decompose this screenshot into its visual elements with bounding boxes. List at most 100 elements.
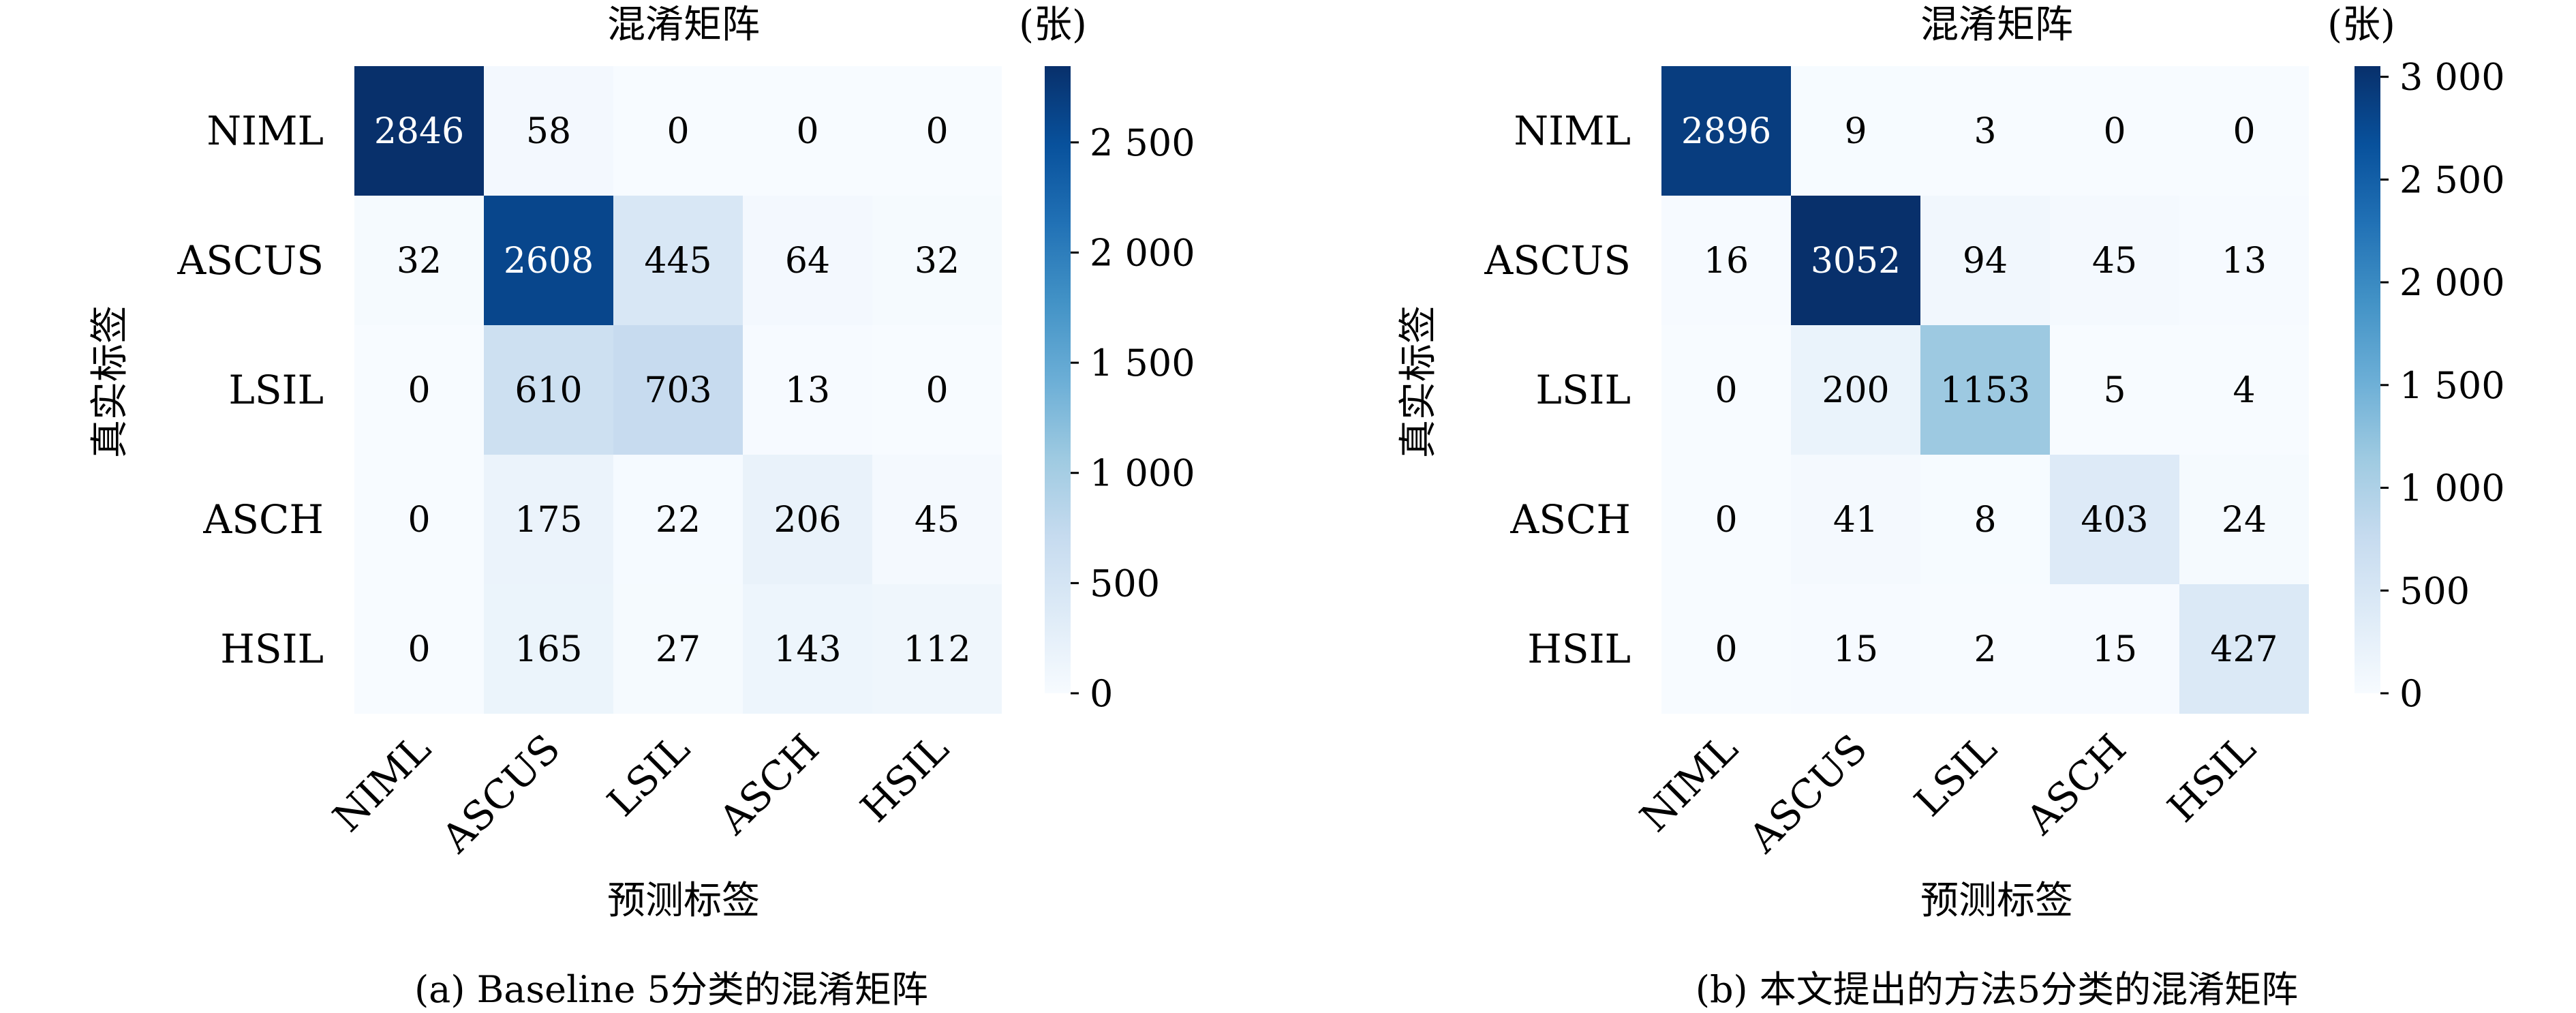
y-tick-labels: NIML ASCUS LSIL ASCH HSIL	[1484, 108, 1631, 672]
heatmap-cell	[743, 66, 872, 196]
heatmap-cell	[2050, 66, 2179, 196]
y-tick-label: LSIL	[228, 367, 324, 413]
colorbar-tick-label: 2 000	[2399, 261, 2505, 304]
heatmap-cell	[872, 455, 1002, 584]
heatmap-cell	[613, 325, 743, 455]
y-tick-label: ASCH	[1509, 496, 1631, 543]
colorbar-tick-label: 2 500	[1090, 121, 1195, 164]
heatmap-cells: 2896 9 3 0 0 16 3052 94 45 13 0 200 1153 5 4 0 41 8 403 24 0…	[1661, 66, 2309, 714]
cell-value-label: 16	[1704, 241, 1749, 282]
colorbar-tick-label: 500	[1090, 562, 1160, 605]
cell-value-label: 3052	[1811, 241, 1901, 282]
colorbar-tick-label: 1 500	[1090, 342, 1195, 384]
heatmap-cell	[484, 325, 613, 455]
cell-value-label: 45	[2092, 241, 2137, 282]
y-axis-label: 真实标签	[88, 305, 132, 458]
cell-value-label: 403	[2081, 500, 2148, 541]
cell-value-label: 0	[408, 500, 430, 541]
cell-value-label: 2896	[1681, 111, 1771, 152]
colorbar	[2355, 66, 2380, 693]
colorbar-tick-label: 1 500	[2399, 364, 2505, 407]
heatmap-cell	[1920, 584, 2050, 714]
heatmap-cell	[484, 584, 613, 714]
cell-value-label: 165	[515, 629, 582, 670]
heatmap-cell	[613, 66, 743, 196]
caption: (b) 本文提出的方法5分类的混淆矩阵	[1696, 968, 2298, 1011]
cell-value-label: 8	[1974, 500, 1996, 541]
heatmap-cell	[743, 455, 872, 584]
colorbar	[1045, 66, 1071, 693]
colorbar-tick-label: 0	[2399, 672, 2423, 715]
heatmap-cell	[743, 196, 872, 325]
cell-value-label: 0	[925, 370, 948, 411]
cell-value-label: 24	[2222, 500, 2267, 541]
heatmap-cell	[1661, 325, 1791, 455]
y-tick-label: ASCUS	[1484, 237, 1631, 284]
colorbar-ticks: 0 500 1 000 1 500 2 000 2 500 3 000	[2380, 56, 2505, 715]
colorbar-tick-label: 2 000	[1090, 231, 1195, 274]
colorbar-tick-label: 1 000	[1090, 452, 1195, 495]
heatmap-cell	[1791, 66, 1920, 196]
cell-value-label: 1153	[1940, 370, 2030, 411]
cell-value-label: 2608	[504, 241, 594, 282]
x-tick-label: ASCUS	[1739, 725, 1876, 862]
heatmap-cell	[1661, 66, 1791, 196]
cell-value-label: 427	[2210, 629, 2278, 670]
cell-value-label: 45	[915, 500, 960, 541]
x-tick-label: ASCH	[2017, 725, 2135, 844]
cell-value-label: 610	[515, 370, 582, 411]
cell-value-label: 445	[644, 241, 711, 282]
cell-value-label: 0	[2103, 111, 2126, 152]
x-tick-label: NIML	[1631, 725, 1746, 841]
cell-value-label: 94	[1963, 241, 2008, 282]
x-axis-label: 预测标签	[607, 879, 760, 923]
heatmap-cell	[354, 455, 484, 584]
cell-value-label: 3	[1974, 111, 1996, 152]
heatmap-cell	[2050, 584, 2179, 714]
cell-value-label: 112	[903, 629, 970, 670]
heatmap-cell	[484, 455, 613, 584]
heatmap-cell	[354, 196, 484, 325]
heatmap-cell	[354, 325, 484, 455]
cell-value-label: 27	[656, 629, 701, 670]
cell-value-label: 64	[785, 241, 830, 282]
heatmap-cell	[872, 66, 1002, 196]
cell-value-label: 58	[526, 111, 571, 152]
cell-value-label: 13	[785, 370, 830, 411]
chart-title: 混淆矩阵	[1920, 3, 2073, 47]
heatmap-cell	[1791, 584, 1920, 714]
heatmap-cell	[354, 584, 484, 714]
heatmap-cell	[872, 196, 1002, 325]
heatmap-cell	[1920, 196, 2050, 325]
y-tick-label: NIML	[206, 108, 324, 154]
cell-value-label: 0	[408, 370, 430, 411]
cell-value-label: 703	[644, 370, 711, 411]
x-tick-label: ASCH	[709, 725, 828, 844]
heatmap-cell	[1661, 196, 1791, 325]
colorbar-tick-label: 500	[2399, 569, 2470, 612]
heatmap-cell	[872, 584, 1002, 714]
cell-value-label: 0	[796, 111, 818, 152]
y-axis-label: 真实标签	[1396, 305, 1441, 458]
panel-a: 混淆矩阵 (张) 2846 58 0 0 0 32 2608 445 64 32 0 610 703 13…	[88, 3, 1195, 1011]
cell-value-label: 2	[1974, 629, 1996, 670]
y-tick-labels: NIML ASCUS LSIL ASCH HSIL	[177, 108, 324, 672]
heatmap-cell	[1920, 455, 2050, 584]
heatmap-cell	[484, 196, 613, 325]
heatmap-cell	[1920, 66, 2050, 196]
cell-value-label: 0	[1715, 500, 1737, 541]
heatmap-cells: 2846 58 0 0 0 32 2608 445 64 32 0 610 703 13 0 0 175 22 20…	[354, 66, 1002, 714]
y-tick-label: NIML	[1514, 108, 1631, 154]
cell-value-label: 0	[666, 111, 689, 152]
unit-label: (张)	[2327, 3, 2395, 47]
y-tick-label: ASCUS	[177, 237, 324, 284]
x-axis-label: 预测标签	[1920, 879, 2073, 923]
heatmap-cell	[1791, 196, 1920, 325]
y-tick-label: HSIL	[220, 626, 324, 672]
cell-value-label: 0	[1715, 370, 1737, 411]
heatmap-cell	[613, 196, 743, 325]
cell-value-label: 0	[408, 629, 430, 670]
cell-value-label: 32	[397, 241, 442, 282]
cell-value-label: 4	[2233, 370, 2255, 411]
